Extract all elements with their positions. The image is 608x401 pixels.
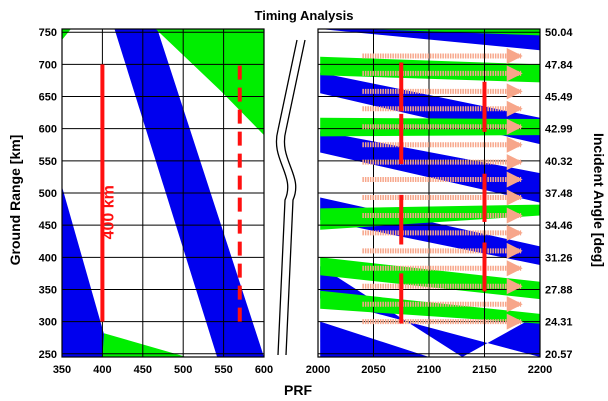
left-x-tick-label-0: 350 [53,364,71,376]
y2-tick-label-5: 37.48 [545,188,573,200]
y2-tick-label-6: 40.32 [545,156,573,168]
y-tick-label-8: 650 [39,92,57,104]
y-tick-label-7: 600 [39,124,57,136]
y-tick-label-3: 400 [39,252,57,264]
right-green-band-5 [320,290,540,324]
left-x-tick-label-2: 450 [134,364,152,376]
left-x-tick-label-4: 550 [214,364,232,376]
left-x-tick-label-5: 600 [255,364,273,376]
left-panel-frame [61,28,265,358]
left-panel: 400 km [61,28,265,358]
y2-tick-label-8: 45.49 [545,92,573,104]
y-tick-label-2: 350 [39,284,57,296]
axis-break-curve-right [283,39,306,356]
left-green-band-1 [155,29,264,136]
left-blue-band-0 [62,186,111,357]
right-blue-band-4 [320,266,540,357]
x-axis-label: PRF [284,382,312,398]
axis-break-curve-left [275,39,298,356]
y-tick-label-10: 750 [39,27,57,39]
left-green-band-0 [62,29,71,40]
y-tick-label-4: 450 [39,220,57,232]
y2-axis-label: Incident Angle [deg] [591,133,607,267]
right-panel-frame [317,28,541,358]
right-green-band-1 [320,56,540,83]
right-x-tick-label-2: 2100 [417,364,441,376]
y2-tick-label-2: 27.88 [545,284,573,296]
right-blue-band-2 [320,131,540,203]
left-x-tick-label-3: 500 [174,364,192,376]
y-tick-label-1: 300 [39,317,57,329]
left-green-band-2 [102,333,187,357]
swath-width-annotation: 400 km [101,185,118,239]
y2-tick-label-1: 24.31 [545,317,573,329]
left-x-tick-label-1: 400 [93,364,111,376]
y-tick-label-6: 550 [39,156,57,168]
right-panel [317,28,541,358]
right-blue-band-5 [320,321,429,357]
y-axis-label: Ground Range [km] [7,135,23,266]
y2-tick-label-0: 20.57 [545,349,573,361]
right-x-tick-label-0: 2000 [306,364,330,376]
y-tick-label-9: 700 [39,59,57,71]
y2-tick-label-4: 34.46 [545,220,573,232]
right-x-tick-label-3: 2150 [472,364,496,376]
right-blue-band-0 [320,29,540,51]
right-x-tick-label-1: 2050 [361,364,385,376]
right-x-tick-label-4: 2200 [528,364,552,376]
y2-tick-label-3: 31.26 [545,252,573,264]
y2-tick-label-9: 47.84 [545,59,573,71]
y-tick-label-5: 500 [39,188,57,200]
y2-tick-label-7: 42.99 [545,124,573,136]
y-tick-label-0: 250 [39,349,57,361]
y2-tick-label-10: 50.04 [545,27,573,39]
chart-title: Timing Analysis [255,8,354,23]
